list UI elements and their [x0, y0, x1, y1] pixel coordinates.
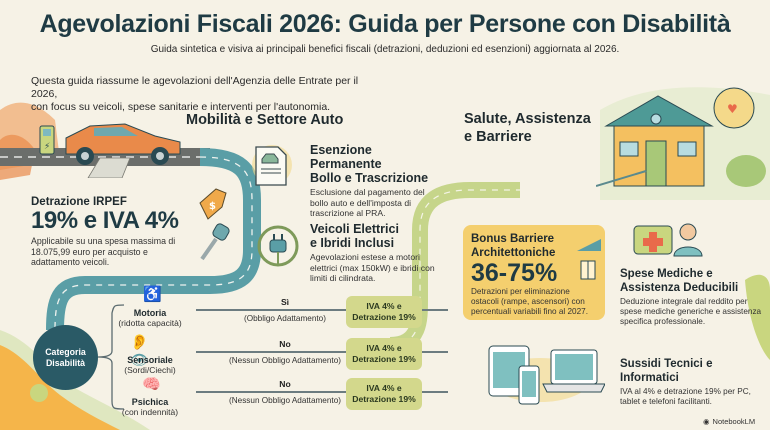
intro-line-2: con focus su veicoli, spese sanitarie e … [31, 101, 331, 113]
svg-text:♥: ♥ [727, 102, 738, 116]
arrow-motoria [196, 309, 448, 311]
health-section-title: Salute, Assistenza e Barriere [464, 111, 591, 145]
category-bracket [97, 304, 125, 410]
feature-medical: Spese Mediche e Assistenza Deducibili De… [620, 218, 770, 326]
mobility-section-title: Mobilità e Settore Auto [186, 112, 344, 128]
plug-icon [257, 225, 299, 267]
barriers-title-2: Architettoniche [471, 247, 556, 259]
feature-electric-title-2: e Ibridi Inclusi [310, 236, 395, 250]
feature-bollo-desc: Esclusione dal pagamento del bollo auto … [310, 187, 425, 218]
medical-kit-doctor-icon [633, 223, 703, 257]
result-pill-psichica: IVA 4% e Detrazione 19% [346, 378, 422, 410]
category-psichica-answer: No [279, 379, 291, 389]
result-pill-sensoriale: IVA 4% e Detrazione 19% [346, 338, 422, 370]
category-motoria-note: (Obbligo Adattamento) [244, 314, 326, 323]
category-psichica-name: Psichica [131, 397, 169, 407]
tech-title-2: Informatici [620, 372, 679, 384]
medical-title-1: Spese Mediche e [620, 268, 713, 280]
arrow-sensoriale [196, 351, 448, 353]
medical-title-2: Assistenza Deducibili [620, 282, 739, 294]
category-sensoriale-note: (Nessun Obbligo Adattamento) [229, 356, 341, 365]
category-psichica-note: (Nessun Obbligo Adattamento) [229, 396, 341, 405]
category-root-label-2: Disabilità [45, 357, 86, 368]
page-subtitle: Guida sintetica e visiva ai principali b… [150, 44, 620, 55]
category-motoria-answer: Sì [280, 297, 290, 307]
intro-line-1: Questa guida riassume le agevolazioni de… [31, 75, 359, 100]
svg-text:$: $ [209, 201, 216, 212]
feature-electric: Veicoli Elettrici e Ibridi Inclusi Agevo… [256, 222, 451, 284]
feature-bollo-title-2: Bollo e Trascrizione [310, 171, 429, 185]
svg-text:⚡: ⚡ [44, 142, 50, 152]
barriers-big-value: 36-75% [471, 259, 558, 287]
barriers-description: Detrazioni per eliminazione ostacoli (ra… [471, 287, 588, 316]
ear-eye-icon: 👂👁 [130, 334, 150, 369]
irpef-card: Detrazione IRPEF 19% e IVA 4% Applicabil… [31, 196, 206, 268]
intro-text: Questa guida riassume le agevolazioni de… [31, 75, 371, 114]
brain-icon: 🧠 [142, 376, 161, 393]
feature-electric-desc: Agevolazioni estese a motori elettrici (… [310, 252, 435, 283]
result-pill-motoria: IVA 4% e Detrazione 19% [346, 296, 422, 328]
category-psichica-detail: (con indennità) [121, 407, 179, 417]
tech-description: IVA al 4% e detrazione 19% per PC, table… [620, 387, 751, 406]
document-car-icon [252, 145, 292, 186]
wheelchair-icon: ♿ [143, 286, 162, 303]
page-title: Agevolazioni Fiscali 2026: Guida per Per… [39, 10, 731, 38]
irpef-big-value: 19% e IVA 4% [31, 207, 179, 234]
category-sensoriale-answer: No [279, 339, 291, 349]
category-root-node: Categoria Disabilità [33, 325, 98, 390]
irpef-heading: Detrazione IRPEF [31, 196, 127, 208]
category-sensoriale-detail: (Sordi/Ciechi) [124, 365, 176, 375]
medical-description: Deduzione integrale dal reddito per spes… [620, 297, 762, 326]
accessible-house-illustration: ♥ [596, 87, 766, 187]
ramp-elevator-icon [577, 239, 601, 280]
devices-icon [488, 345, 605, 405]
feature-bollo: Esenzione Permanente Bollo e Trascrizion… [248, 143, 443, 219]
category-sensoriale-name: Sensoriale [127, 355, 173, 365]
feature-electric-title-1: Veicoli Elettrici [310, 222, 399, 236]
category-motoria-name: Motoria [133, 308, 167, 318]
notebooklm-watermark: ◉ NotebookLM [703, 417, 756, 426]
feature-tech: Sussidi Tecnici e Informatici IVA al 4% … [620, 357, 765, 407]
line-psichica [196, 391, 448, 393]
barriers-title-1: Bonus Barriere [471, 233, 555, 245]
category-motoria-detail: (ridotta capacità) [118, 318, 182, 328]
notebooklm-logo-icon: ◉ [703, 417, 710, 426]
tech-title-1: Sussidi Tecnici e [620, 358, 713, 370]
category-root-label-1: Categoria [45, 346, 86, 357]
irpef-description: Applicabile su una spesa massima di 18.0… [31, 236, 176, 267]
barriers-card: Bonus Barriere Architettoniche 36-75% De… [463, 225, 605, 320]
feature-bollo-title-1: Esenzione Permanente [310, 143, 382, 171]
price-tag-key-icon: $ [199, 188, 230, 261]
car-charging-illustration: ⚡ [39, 123, 181, 178]
